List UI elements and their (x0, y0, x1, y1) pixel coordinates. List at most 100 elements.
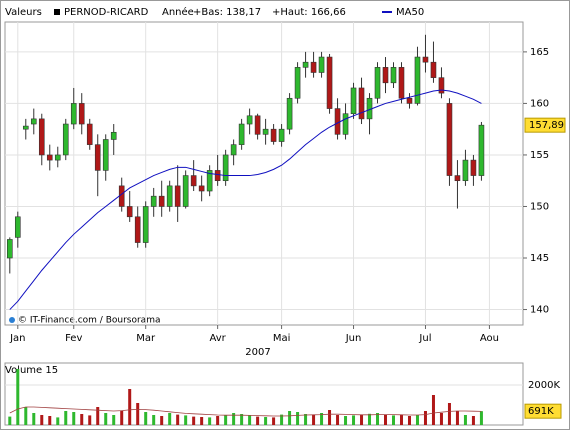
candle-body (270, 128, 277, 142)
volume-bar (192, 416, 196, 425)
volume-bar (240, 414, 244, 425)
candle-body (334, 108, 341, 135)
candle-body (406, 97, 413, 104)
candle-body (358, 87, 365, 120)
volume-bar (344, 416, 348, 425)
candle-body (126, 206, 133, 218)
volume-bar (200, 417, 204, 425)
volume-bar (224, 415, 228, 425)
volume-bar (160, 416, 164, 425)
candle-body (150, 195, 157, 207)
y-tick-label: 160 (530, 98, 549, 109)
volume-bar (120, 411, 124, 425)
volume-bar (479, 411, 483, 425)
volume-bar (296, 412, 300, 425)
volume-bar (72, 412, 76, 425)
volume-bar (216, 416, 220, 425)
candle-body (478, 124, 485, 176)
candle-body (198, 185, 205, 192)
x-tick-label: Jan (9, 333, 25, 344)
volume-bar (136, 403, 140, 425)
candle-body (102, 139, 109, 171)
candle-body (166, 185, 173, 207)
volume-bar (32, 413, 36, 425)
volume-bar (463, 415, 467, 425)
volume-bar (104, 413, 108, 425)
volume-bar (56, 417, 60, 425)
volume-bar (368, 413, 372, 425)
candle-body (382, 67, 389, 84)
volume-bar (392, 415, 395, 425)
volume-bar (423, 411, 427, 425)
volume-bar (64, 411, 68, 425)
candle-body (182, 175, 189, 207)
volume-bar (184, 415, 188, 425)
volume-bar (455, 411, 459, 425)
volume-bar (8, 416, 12, 425)
x-tick-label: Fev (65, 333, 82, 344)
x-tick-label: Jul (418, 333, 431, 344)
candle-body (214, 170, 221, 182)
volume-bar (152, 415, 156, 425)
candle-body (142, 206, 149, 243)
volume-bar (352, 415, 356, 425)
y-tick-label: 165 (530, 47, 549, 58)
candle-body (62, 123, 69, 156)
symbol: PERNOD-RICARD (64, 7, 149, 18)
x-tick-label: Jun (345, 333, 362, 344)
current-volume: 691K (528, 406, 554, 417)
volume-bar (439, 413, 443, 425)
volume-bar (399, 414, 403, 425)
candle-body (446, 103, 453, 176)
plot-area (4, 21, 524, 326)
candle-body (398, 67, 405, 99)
series-icon (54, 9, 60, 15)
candle-body (86, 123, 93, 145)
candle-body (438, 77, 445, 94)
volume-title: Volume 15 (5, 365, 58, 376)
year-high: +Haut: 166,66 (272, 7, 346, 18)
candle-body (22, 125, 29, 130)
volume-bar (80, 414, 84, 425)
y-tick-label: 140 (530, 305, 549, 316)
volume-bar (16, 369, 20, 425)
candle-body (422, 56, 429, 63)
y-tick-label: 155 (530, 150, 549, 161)
candle-body (454, 175, 461, 182)
volume-bar (328, 410, 332, 425)
volume-bar (376, 413, 380, 425)
candle-body (14, 216, 21, 238)
candle-body (94, 144, 101, 171)
candle-body (470, 159, 477, 176)
candle-body (430, 61, 437, 78)
x-tick-label: Avr (209, 333, 226, 344)
y-tick-label: 150 (530, 201, 549, 212)
volume-area (4, 362, 524, 426)
current-price: 157,89 (529, 120, 564, 131)
candle-body (350, 87, 357, 115)
volume-bar (256, 416, 260, 425)
volume-bar (384, 415, 388, 425)
candle-body (302, 61, 309, 68)
candle-body (262, 128, 269, 135)
candle-body (118, 185, 125, 207)
y-tick-label: 145 (530, 253, 549, 264)
candle-body (286, 97, 293, 130)
legend-label: MA50 (396, 7, 424, 18)
candle-body (374, 67, 381, 99)
volume-bar (96, 407, 100, 425)
period: Année (162, 6, 194, 18)
volume-bar (40, 415, 44, 425)
candle-body (46, 154, 53, 161)
volume-bar (312, 415, 316, 425)
candle-body (134, 216, 141, 243)
volume-bar (336, 415, 340, 425)
candle-body (254, 115, 261, 135)
year-low: +Bas: 138,17 (193, 7, 261, 18)
current-volume-box (524, 403, 562, 419)
volume-bar (431, 395, 435, 425)
source-icon (9, 317, 15, 323)
candle-body (326, 56, 333, 109)
candle-body (414, 56, 421, 104)
x-axis-label: 2007 (245, 347, 270, 358)
